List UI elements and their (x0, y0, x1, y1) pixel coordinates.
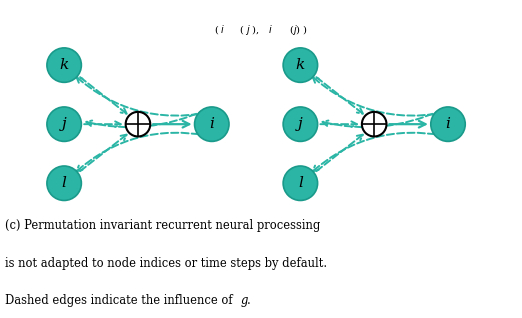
Text: j: j (62, 117, 66, 131)
Text: (c) Permutation invariant recurrent neural processing: (c) Permutation invariant recurrent neur… (5, 219, 321, 232)
Text: ( $i$     ( $j$ ),   $i$      ($j$) ): ( $i$ ( $j$ ), $i$ ($j$) ) (214, 23, 308, 37)
Circle shape (47, 48, 81, 82)
Text: i: i (209, 117, 214, 131)
Text: .: . (247, 294, 251, 307)
Text: k: k (60, 58, 69, 72)
Text: j: j (298, 117, 303, 131)
Text: i: i (446, 117, 450, 131)
Text: k: k (296, 58, 305, 72)
Text: g: g (240, 294, 248, 307)
Text: l: l (62, 176, 67, 190)
Circle shape (431, 107, 465, 142)
Circle shape (283, 166, 317, 200)
Circle shape (283, 107, 317, 142)
Text: Dashed edges indicate the influence of: Dashed edges indicate the influence of (5, 294, 236, 307)
Circle shape (126, 112, 150, 136)
Circle shape (362, 112, 386, 136)
Circle shape (47, 107, 81, 142)
Text: l: l (298, 176, 303, 190)
Text: is not adapted to node indices or time steps by default.: is not adapted to node indices or time s… (5, 257, 327, 270)
Circle shape (47, 166, 81, 200)
Circle shape (283, 48, 317, 82)
Circle shape (195, 107, 229, 142)
